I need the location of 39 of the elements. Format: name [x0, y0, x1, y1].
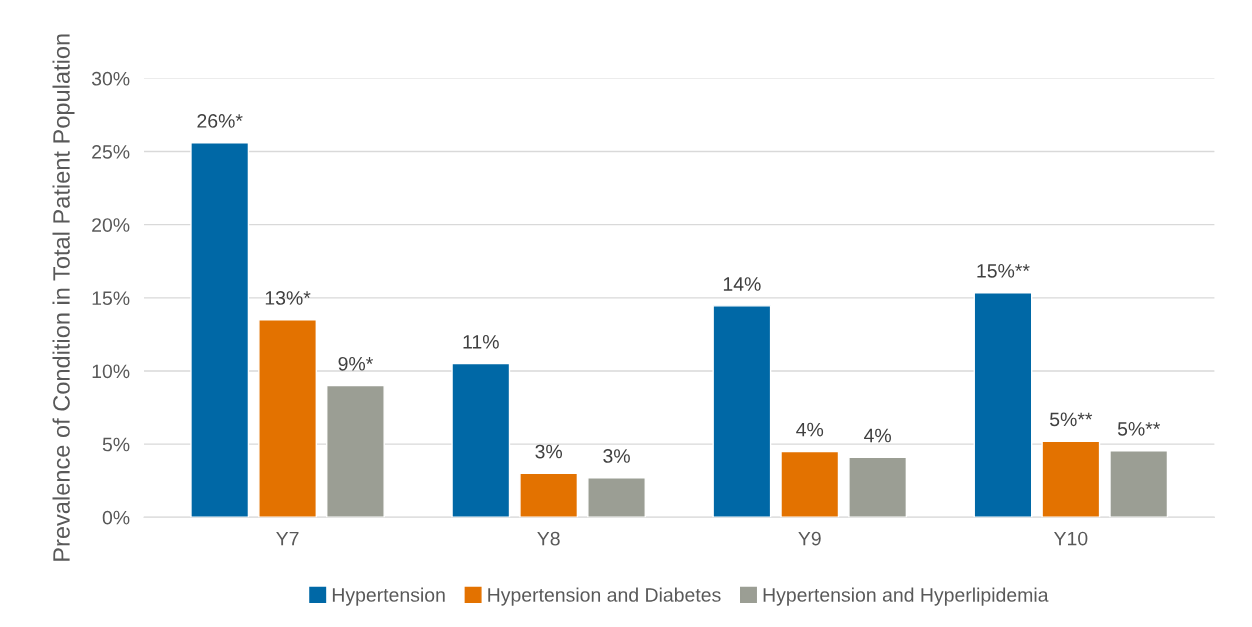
- bar: [1041, 440, 1101, 518]
- y-axis-title: Prevalence of Condition in Total Patient Population: [52, 34, 75, 561]
- bar: [519, 472, 579, 518]
- y-tick-label: 15%: [92, 291, 130, 306]
- legend-label: Hypertension and Diabetes: [488, 587, 721, 606]
- y-tick-label: 30%: [91, 71, 130, 86]
- bar: [326, 384, 385, 518]
- data-label: 3%: [603, 449, 630, 463]
- data-label: 13%*: [265, 291, 311, 305]
- y-tick-label: 20%: [92, 218, 130, 232]
- data-label: 4%: [864, 428, 891, 443]
- bar: [587, 477, 646, 518]
- y-tick-label: 25%: [92, 144, 130, 159]
- y-tick-label: 5%: [102, 437, 130, 452]
- data-label: 15%**: [977, 264, 1030, 278]
- bar: [712, 305, 772, 518]
- x-tick-label: Y7: [276, 531, 299, 546]
- y-tick-label: 0%: [102, 510, 130, 525]
- data-label: 11%: [463, 335, 499, 349]
- data-label: 4%: [796, 422, 824, 437]
- bar: [780, 450, 840, 518]
- legend-label: Hypertension: [332, 587, 445, 606]
- y-tick-label: 10%: [92, 364, 130, 379]
- x-tick-label: Y8: [537, 531, 560, 546]
- legend-label: Hypertension and Hyperlipidemia: [763, 587, 1049, 606]
- bar: [1109, 450, 1169, 518]
- bar: [848, 456, 908, 518]
- bar: [190, 142, 250, 518]
- data-label: 5%**: [1050, 412, 1093, 427]
- data-label: 14%: [723, 277, 761, 291]
- bar: [258, 319, 317, 518]
- x-tick-label: Y9: [798, 531, 821, 546]
- bar: [973, 292, 1033, 518]
- data-label: 3%: [535, 444, 563, 459]
- data-label: 5%**: [1117, 422, 1161, 436]
- bar: [451, 362, 511, 518]
- data-label: 9%*: [338, 356, 373, 371]
- data-label: 26%*: [197, 114, 243, 128]
- x-tick-label: Y10: [1053, 531, 1088, 546]
